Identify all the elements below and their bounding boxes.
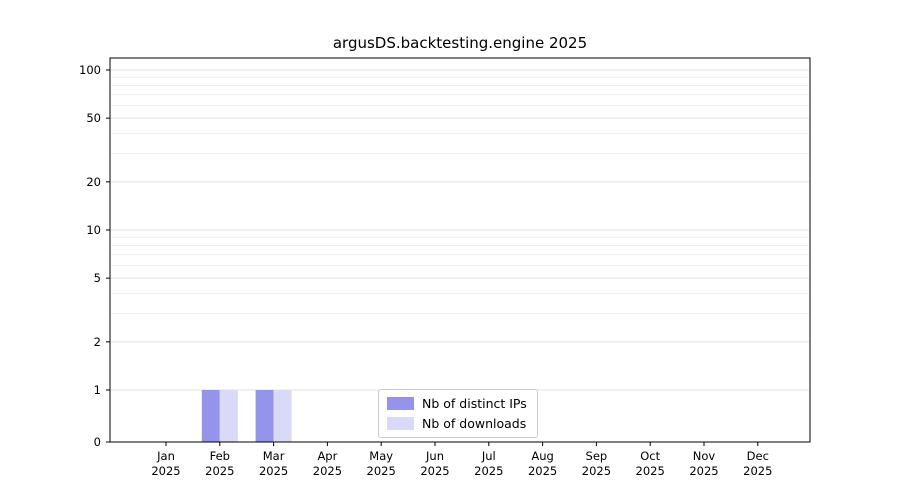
- legend-swatch-distinct-ips: [387, 397, 414, 410]
- x-tick-label: Nov 2025: [689, 449, 718, 478]
- legend: Nb of distinct IPs Nb of downloads: [378, 389, 538, 438]
- y-tick-label: 100: [79, 63, 101, 77]
- x-tick-label: Feb 2025: [205, 449, 234, 478]
- x-tick-label: Jun 2025: [420, 449, 449, 478]
- x-tick-label: May 2025: [367, 449, 396, 478]
- x-tick-label: Jan 2025: [151, 449, 180, 478]
- legend-item-distinct-ips: Nb of distinct IPs: [387, 396, 527, 411]
- bar-distinct-ips: [255, 390, 274, 442]
- x-tick-label: Aug 2025: [528, 449, 557, 478]
- x-tick-label: Sep 2025: [582, 449, 611, 478]
- y-tick-label: 50: [86, 111, 101, 125]
- y-tick-label: 5: [94, 271, 101, 285]
- y-tick-label: 10: [86, 223, 101, 237]
- legend-label-distinct-ips: Nb of distinct IPs: [422, 396, 527, 411]
- x-tick-label: Apr 2025: [313, 449, 342, 478]
- chart-title: argusDS.backtesting.engine 2025: [332, 34, 588, 52]
- x-tick-label: Jul 2025: [474, 449, 503, 478]
- legend-swatch-downloads: [387, 417, 414, 430]
- y-tick-label: 2: [94, 335, 101, 349]
- x-tick-label: Dec 2025: [743, 449, 772, 478]
- x-tick-label: Mar 2025: [259, 449, 288, 478]
- y-tick-label: 0: [94, 435, 101, 449]
- y-tick-label: 20: [86, 175, 101, 189]
- bar-downloads: [219, 390, 238, 442]
- legend-label-downloads: Nb of downloads: [422, 416, 527, 431]
- y-tick-label: 1: [94, 383, 101, 397]
- bar-downloads: [273, 390, 292, 442]
- legend-item-downloads: Nb of downloads: [387, 416, 527, 431]
- x-tick-label: Oct 2025: [636, 449, 665, 478]
- axes-frame: [109, 57, 811, 443]
- bar-distinct-ips: [201, 390, 220, 442]
